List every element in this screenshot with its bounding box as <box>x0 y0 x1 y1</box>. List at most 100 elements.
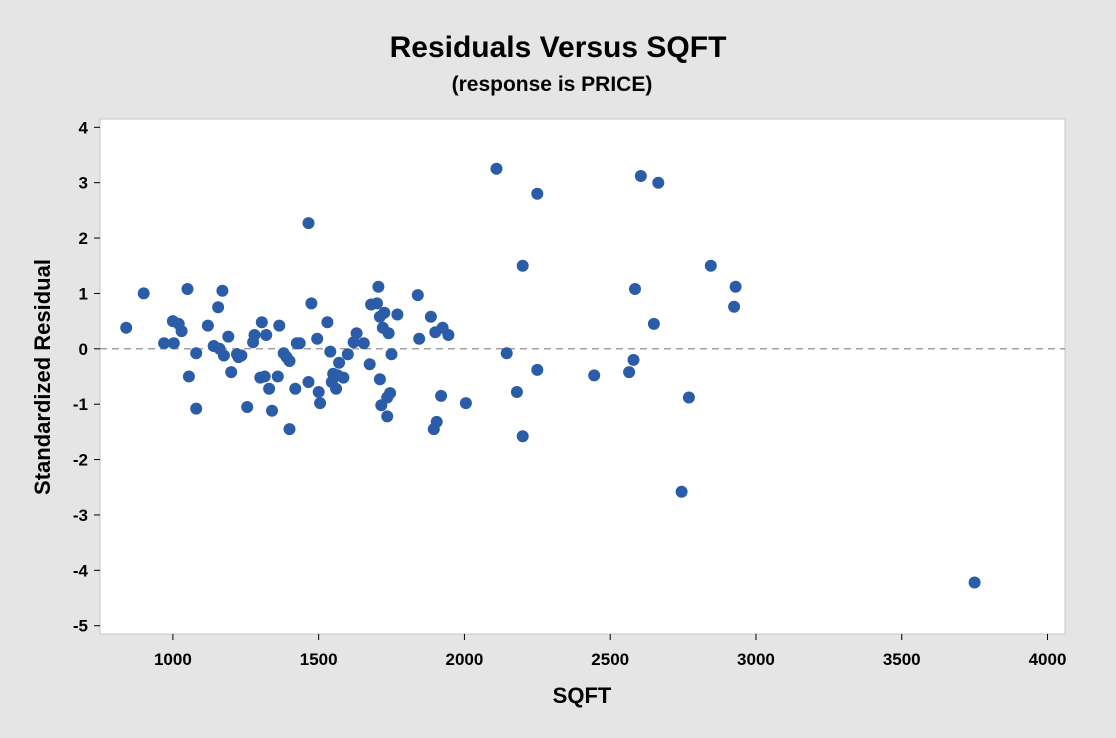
data-point <box>137 287 150 300</box>
data-point <box>314 397 327 410</box>
data-point <box>490 162 503 175</box>
data-point <box>424 310 437 323</box>
chart-title: Residuals Versus SQFT <box>390 31 727 64</box>
y-axis: 4 3 2 1 0 -1 -2 -3 -4 -5 <box>73 118 100 636</box>
data-point <box>459 397 472 410</box>
data-point <box>302 376 315 388</box>
data-point <box>372 280 385 293</box>
y-tick-label: -1 <box>73 395 88 414</box>
data-point <box>704 259 717 272</box>
x-tick-label: 1000 <box>154 650 192 669</box>
data-point <box>623 366 636 379</box>
data-point <box>255 316 268 329</box>
data-point <box>201 319 214 332</box>
data-point <box>652 176 665 189</box>
data-point <box>413 332 426 345</box>
data-point <box>363 358 376 371</box>
data-point <box>258 370 271 383</box>
data-point <box>263 382 276 395</box>
data-point <box>266 404 278 417</box>
data-point <box>629 283 641 295</box>
data-point <box>516 259 529 272</box>
data-point <box>182 370 195 383</box>
data-point <box>305 297 318 310</box>
data-point <box>311 332 324 345</box>
data-point <box>302 217 315 230</box>
x-axis-label: SQFT <box>553 683 612 708</box>
data-point <box>588 369 601 382</box>
data-point <box>289 382 302 395</box>
data-point <box>190 347 203 360</box>
y-tick-label: 3 <box>79 174 88 193</box>
data-point <box>158 337 171 350</box>
data-point <box>167 337 180 350</box>
data-point <box>728 300 741 313</box>
data-point <box>647 317 660 330</box>
data-point <box>273 319 286 332</box>
data-point <box>729 280 742 293</box>
data-point <box>212 301 225 314</box>
data-point <box>381 410 394 423</box>
data-point <box>216 284 229 297</box>
x-tick-label: 2500 <box>591 650 629 669</box>
data-point <box>241 401 254 413</box>
data-point <box>510 386 523 398</box>
data-point <box>382 327 395 340</box>
x-tick-label: 3000 <box>737 650 775 669</box>
data-point <box>516 430 529 443</box>
data-point <box>411 289 424 302</box>
data-point <box>442 329 455 341</box>
data-point <box>260 329 273 341</box>
x-tick-label: 1500 <box>300 650 338 669</box>
data-point <box>385 348 398 361</box>
data-point <box>627 353 640 366</box>
data-point <box>217 349 230 362</box>
data-point <box>312 386 325 398</box>
data-points <box>120 162 981 589</box>
data-point <box>430 415 443 428</box>
data-point <box>225 366 238 379</box>
data-point <box>531 187 544 200</box>
x-tick-label: 2000 <box>446 650 484 669</box>
data-point <box>330 382 343 395</box>
plot-area <box>99 118 1066 635</box>
data-point <box>175 325 188 338</box>
x-tick-label: 3500 <box>883 650 921 669</box>
data-point <box>321 316 334 329</box>
data-point <box>500 347 513 360</box>
data-point <box>248 329 261 341</box>
data-point <box>371 297 383 310</box>
data-point <box>283 355 296 367</box>
y-tick-label: 1 <box>79 284 88 303</box>
data-point <box>235 349 248 362</box>
data-point <box>634 170 647 182</box>
data-point <box>373 373 386 386</box>
y-tick-label: -3 <box>73 506 88 525</box>
y-tick-label: -4 <box>73 561 89 580</box>
data-point <box>333 356 346 369</box>
data-point <box>968 576 981 589</box>
data-point <box>293 337 306 350</box>
data-point <box>181 283 194 295</box>
x-tick-label: 4000 <box>1029 650 1067 669</box>
data-point <box>391 308 404 321</box>
y-tick-label: 4 <box>79 118 89 137</box>
data-point <box>435 389 448 402</box>
y-tick-label: 0 <box>79 340 88 359</box>
data-point <box>675 485 688 498</box>
data-point <box>378 306 391 319</box>
data-point <box>357 337 370 350</box>
y-axis-label: Standardized Residual <box>30 259 55 495</box>
x-axis: 1000 1500 2000 2500 3000 3500 4000 <box>154 634 1066 669</box>
data-point <box>120 321 133 334</box>
data-point <box>350 327 363 340</box>
data-point <box>222 330 235 343</box>
data-point <box>531 363 544 376</box>
data-point <box>337 371 350 384</box>
data-point <box>682 391 695 404</box>
data-point <box>384 387 397 400</box>
chart-subtitle: (response is PRICE) <box>452 73 653 96</box>
data-point <box>324 345 337 358</box>
data-point <box>271 370 284 383</box>
